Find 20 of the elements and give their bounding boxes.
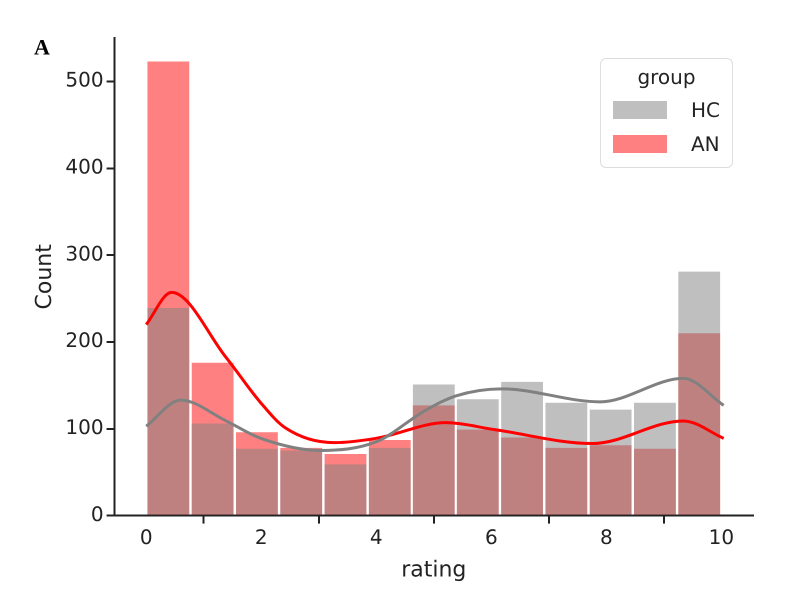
x-tick-label: 6	[484, 524, 498, 549]
x-axis-title: rating	[401, 558, 466, 583]
legend-label: AN	[690, 132, 720, 156]
x-tick-label: 10	[708, 524, 734, 549]
legend-label: HC	[690, 98, 720, 122]
y-tick-label: 500	[65, 68, 104, 92]
y-axis-title: Count	[32, 244, 57, 310]
line-series	[144, 290, 726, 446]
y-tick-label: 200	[65, 328, 104, 352]
x-tick-label: 2	[254, 524, 268, 549]
y-tick-label: 0	[90, 502, 104, 526]
text: A	[34, 34, 50, 60]
y-tick-label: 400	[65, 154, 104, 178]
y-tick-label: 100	[65, 414, 104, 439]
y-tick-label: 300	[65, 241, 104, 266]
x-tick-label: 4	[370, 524, 383, 549]
line-series	[144, 376, 726, 452]
x-tick-label: 0	[140, 524, 153, 549]
x-tick-label: 8	[600, 524, 613, 549]
legend-title: group	[636, 65, 697, 89]
